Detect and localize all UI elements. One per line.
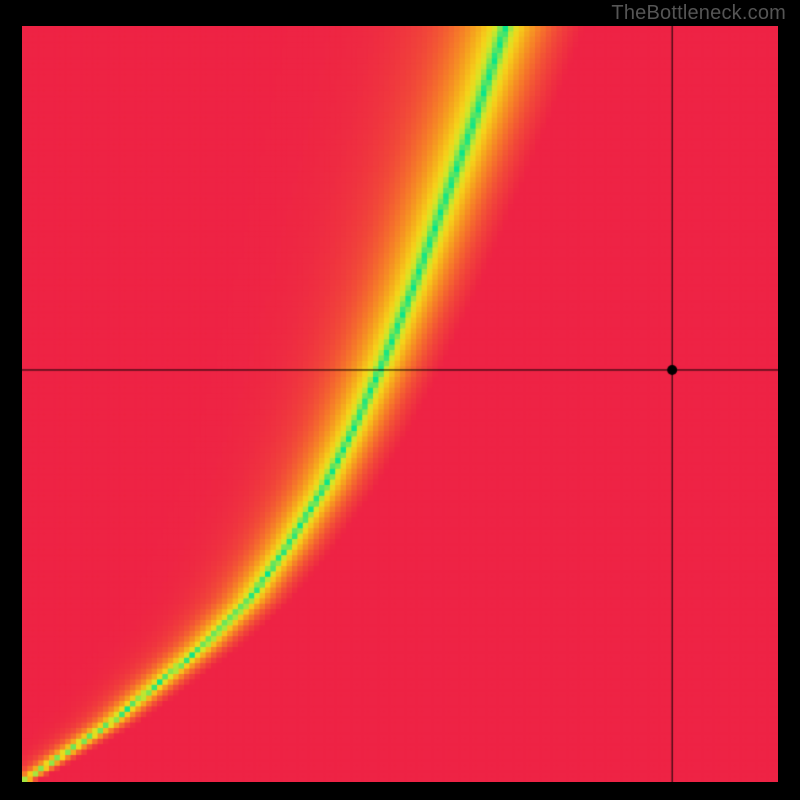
plot-area — [22, 26, 778, 782]
heatmap-canvas — [22, 26, 778, 782]
chart-container: TheBottleneck.com — [0, 0, 800, 800]
watermark-text: TheBottleneck.com — [611, 2, 786, 25]
